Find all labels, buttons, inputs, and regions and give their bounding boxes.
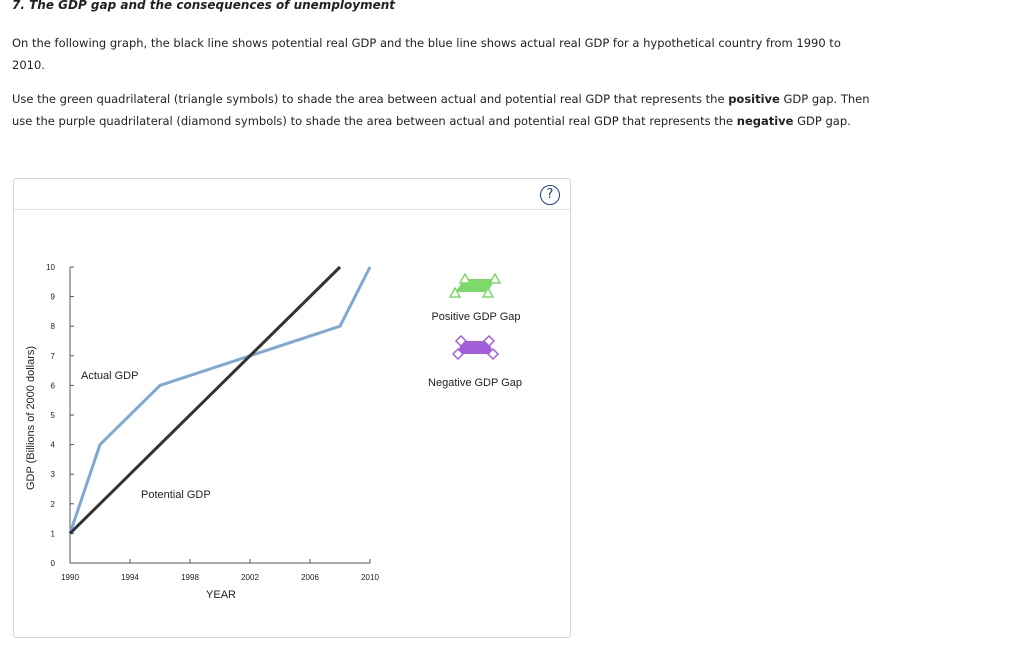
triangle-handle-icon[interactable] xyxy=(481,286,495,298)
potential-gdp-line xyxy=(68,265,342,535)
y-tick-label: 7 xyxy=(51,352,56,361)
x-tick-label: 1990 xyxy=(61,573,79,582)
positive-gap-tool[interactable] xyxy=(448,272,502,298)
graph-panel: ? xyxy=(13,178,571,638)
x-tick-label: 2002 xyxy=(241,573,259,582)
y-tick-label: 2 xyxy=(51,500,56,509)
x-tick-label: 1994 xyxy=(121,573,139,582)
negative-emphasis: negative xyxy=(736,114,794,128)
positive-emphasis: positive xyxy=(728,92,780,106)
y-tick-label: 9 xyxy=(51,293,56,302)
negative-gap-label: Negative GDP Gap xyxy=(428,377,522,389)
paragraph-2-text: Use the green quadrilateral (triangle sy… xyxy=(12,92,729,106)
diamond-handle-icon[interactable] xyxy=(486,347,500,361)
chart-axes: 0 1 2 3 4 5 6 7 8 9 10 1990 1994 1998 2002 2006 2010 xyxy=(46,263,379,582)
y-tick-label: 0 xyxy=(51,559,56,568)
question-title: 7. The GDP gap and the consequences of u… xyxy=(12,0,396,12)
question-paragraph-2: Use the green quadrilateral (triangle sy… xyxy=(12,88,872,132)
x-tick-label: 2006 xyxy=(301,573,319,582)
y-tick-label: 5 xyxy=(51,411,56,420)
paragraph-2-text: GDP gap. xyxy=(793,114,851,128)
x-tick-label: 2010 xyxy=(361,573,379,582)
chart-lines xyxy=(68,265,372,535)
y-tick-label: 4 xyxy=(51,441,56,450)
negative-gap-quad[interactable] xyxy=(458,341,493,354)
paragraph-2-text: GDP gap. Then use the purple quadrilater… xyxy=(12,92,870,128)
x-axis-label: YEAR xyxy=(206,589,236,601)
x-tick-label: 1998 xyxy=(181,573,199,582)
help-button[interactable]: ? xyxy=(540,185,560,205)
positive-gap-label: Positive GDP Gap xyxy=(431,311,520,323)
y-tick-label: 8 xyxy=(51,322,56,331)
y-tick-label: 10 xyxy=(46,263,55,272)
panel-header-divider xyxy=(14,209,570,210)
triangle-handle-icon[interactable] xyxy=(458,272,472,284)
triangle-handle-icon[interactable] xyxy=(448,286,462,298)
y-tick-label: 3 xyxy=(51,470,56,479)
potential-gdp-line-label: Potential GDP xyxy=(141,489,211,501)
diamond-handle-icon[interactable] xyxy=(482,334,496,348)
y-tick-label: 6 xyxy=(51,381,56,390)
actual-gdp-line xyxy=(68,266,372,534)
triangle-handle-icon[interactable] xyxy=(488,272,502,284)
y-axis-label: GDP (Billions of 2000 dollars) xyxy=(25,346,37,490)
actual-gdp-line-label: Actual GDP xyxy=(81,370,138,382)
question-paragraph-1: On the following graph, the black line s… xyxy=(12,36,841,72)
negative-gap-tool[interactable] xyxy=(451,334,500,361)
diamond-handle-icon[interactable] xyxy=(454,334,468,348)
diamond-handle-icon[interactable] xyxy=(451,347,465,361)
y-tick-label: 1 xyxy=(51,529,56,538)
